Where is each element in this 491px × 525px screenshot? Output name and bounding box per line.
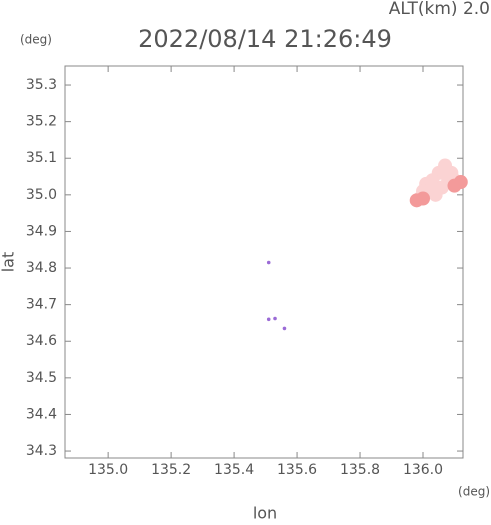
subtitle: ALT(km) 2.0: [389, 0, 490, 19]
echo-point: [266, 317, 271, 322]
y-tick-label: 34.8: [26, 260, 57, 276]
x-axis-label: lon: [253, 504, 277, 522]
y-tick-label: 35.3: [26, 77, 57, 93]
y-unit: (deg): [20, 33, 52, 47]
x-tick-label: 135.4: [214, 462, 254, 478]
x-tick-label: 135.0: [88, 462, 128, 478]
echo-point: [425, 180, 440, 195]
y-tick-label: 35.0: [26, 187, 57, 203]
x-tick-label: 136.0: [403, 462, 443, 478]
y-axis-label: lat: [0, 252, 18, 273]
y-tick-label: 34.3: [26, 443, 57, 459]
x-tick-label: 135.2: [151, 462, 191, 478]
echo-point: [409, 193, 424, 208]
y-tick-label: 34.7: [26, 297, 57, 313]
echo-point: [266, 260, 271, 265]
chart-title: 2022/08/14 21:26:49: [138, 25, 392, 53]
y-tick-label: 35.2: [26, 114, 57, 130]
y-tick-label: 34.4: [26, 406, 57, 422]
y-tick-label: 34.5: [26, 370, 57, 386]
echo-point: [273, 316, 277, 321]
y-tick-label: 34.9: [26, 223, 57, 239]
x-tick-label: 135.6: [277, 462, 317, 478]
plot-frame: [64, 65, 464, 459]
echo-point: [447, 178, 462, 193]
echo-point: [282, 326, 287, 331]
x-unit: (deg): [458, 485, 490, 499]
x-tick-label: 135.8: [340, 462, 380, 478]
y-tick-label: 34.6: [26, 333, 57, 349]
y-tick-label: 35.1: [26, 150, 57, 166]
